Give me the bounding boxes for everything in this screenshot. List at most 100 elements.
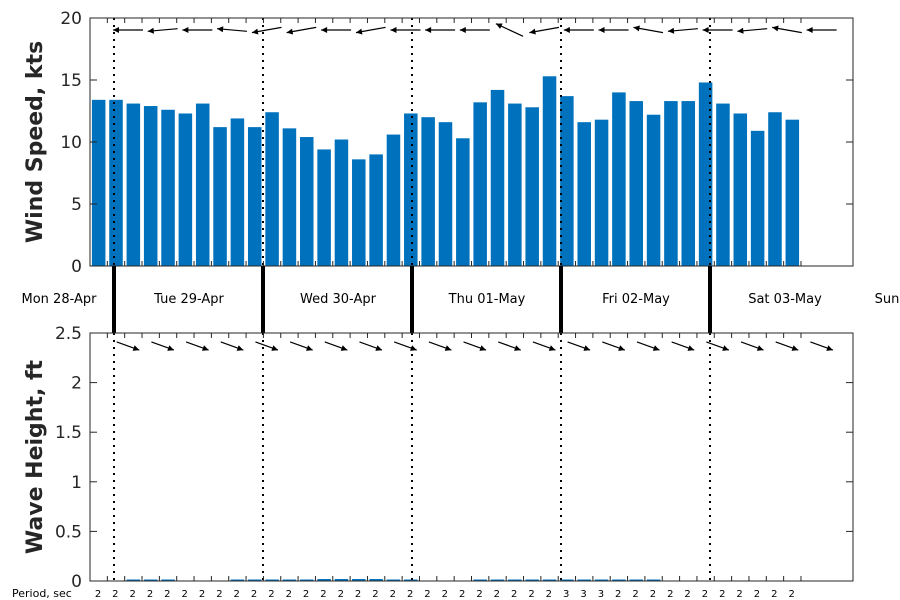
wind-direction-arrow [667, 27, 698, 34]
period-value: 2 [442, 589, 448, 600]
wave-direction-arrow [706, 341, 730, 351]
wind-bar [542, 76, 557, 266]
arrow-head [756, 345, 764, 351]
arrow-head [201, 345, 209, 351]
arrow-head [306, 345, 313, 351]
day-label: Fri 02-May [602, 292, 670, 307]
arrow-head [583, 345, 591, 351]
arrow-head [529, 28, 536, 35]
wind-direction-arrow [321, 27, 352, 33]
wind-bar [629, 101, 644, 266]
day-label: Mon 28-Apr [22, 292, 98, 307]
wind-bar [265, 112, 279, 267]
wind-bar [456, 138, 470, 266]
arrow-head [444, 345, 452, 351]
wind-bar [681, 101, 696, 266]
wave-direction-arrow [359, 341, 383, 351]
period-value: 2 [199, 589, 205, 600]
arrow-head [251, 28, 259, 35]
wave-ytick-label: 1 [71, 473, 82, 493]
period-value: 2 [667, 589, 673, 600]
arrow-head [479, 345, 487, 351]
wave-bar [646, 579, 661, 581]
wave-bar [525, 579, 539, 581]
wind-direction-arrow [737, 27, 768, 34]
arrow-head [687, 345, 695, 351]
arrow-head [772, 25, 779, 32]
period-value: 2 [684, 589, 690, 600]
wind-bar [750, 130, 765, 266]
wave-ytick-label: 0.5 [55, 522, 82, 542]
arrow-head [652, 345, 660, 351]
wind-bar [438, 122, 453, 266]
wave-ytick-label: 2.5 [55, 324, 82, 344]
period-value: 2 [112, 589, 118, 600]
wind-direction-arrow [355, 26, 386, 35]
wind-bar [299, 137, 314, 266]
wave-direction-arrow [498, 341, 521, 351]
period-value: 2 [338, 589, 344, 600]
wave-bar [334, 579, 349, 581]
period-value: 2 [372, 589, 378, 600]
arrow-head [271, 345, 279, 351]
wind-direction-arrow [702, 27, 733, 33]
wind-bar [369, 154, 383, 266]
wind-direction-arrow [286, 26, 317, 35]
wind-direction-arrow [633, 25, 664, 34]
period-value: 2 [511, 589, 517, 600]
day-label: Tue 29-Apr [153, 292, 224, 307]
wind-bar [594, 119, 609, 267]
wind-bar [577, 122, 591, 266]
wind-ytick-label: 20 [60, 9, 82, 29]
wave-bar [282, 579, 297, 581]
wave-bar [612, 579, 626, 581]
wave-bar [265, 579, 279, 581]
wave-bar [594, 579, 609, 581]
wave-bar [299, 579, 314, 581]
period-value: 2 [754, 589, 760, 600]
arrow-head [390, 27, 397, 33]
wave-direction-arrow [289, 341, 313, 351]
wave-bar [386, 579, 401, 581]
wind-ytick-label: 15 [60, 71, 82, 91]
wind-bar [143, 106, 158, 266]
wave-bar [126, 579, 141, 581]
arrow-head [459, 27, 466, 33]
wind-bar [508, 103, 522, 266]
period-value: 2 [615, 589, 621, 600]
wind-direction-arrow [529, 26, 560, 35]
wave-axes-frame [89, 332, 854, 582]
wave-bar [161, 579, 175, 581]
wind-direction-arrow [459, 27, 490, 33]
arrow-head [618, 345, 625, 351]
wind-bar [109, 99, 123, 266]
wind-bar [785, 119, 800, 267]
arrow-head [791, 345, 799, 351]
wave-direction-arrow [740, 341, 764, 351]
period-value: 2 [459, 589, 465, 600]
period-value: 3 [563, 589, 569, 600]
wave-bar [352, 579, 366, 581]
wind-ytick-label: 5 [71, 195, 82, 215]
wave-bar [490, 579, 505, 581]
wind-bar [404, 113, 418, 266]
period-value: 2 [771, 589, 777, 600]
arrow-head [286, 28, 294, 35]
arrow-head [633, 25, 640, 32]
wind-direction-arrow [113, 27, 143, 33]
arrow-head [113, 27, 119, 33]
wind-bar [490, 89, 505, 266]
wind-bar [612, 92, 626, 267]
wind-speed-panel: 0 5 10 15 20 Wind Speed, kts [23, 9, 854, 277]
period-value: 2 [286, 589, 292, 600]
wave-ylabel: Wave Height, ft [23, 359, 48, 554]
period-value: 2 [719, 589, 725, 600]
wind-direction-arrow [563, 27, 594, 33]
arrow-head [667, 27, 675, 34]
arrow-head [167, 345, 174, 351]
period-value: 2 [147, 589, 153, 600]
period-value: 2 [216, 589, 222, 600]
arrow-head [375, 345, 383, 351]
wind-direction-arrow [147, 27, 178, 34]
wave-ytick-label: 1.5 [55, 423, 82, 443]
